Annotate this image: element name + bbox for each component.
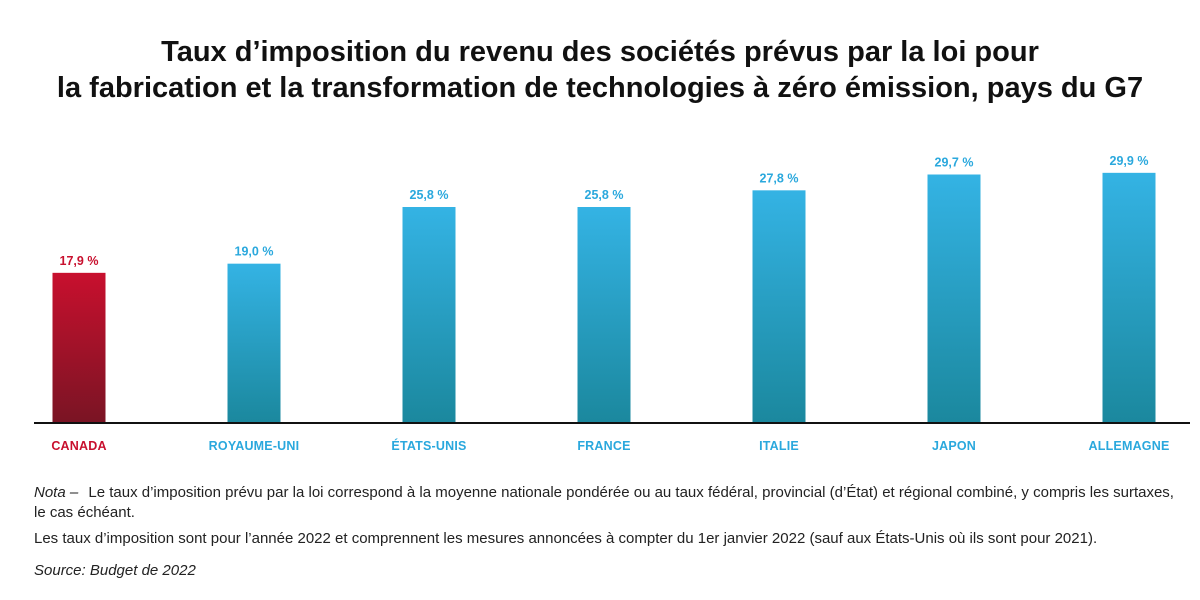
bar-chart: 17,9 % CANADA 19,0 % ROYAUME-UNI 25,8 % ÉTATS… — [34, 154, 1190, 453]
category-label-3: ÉTATS-UNIS — [391, 438, 466, 453]
notes: Nota – Le taux d’imposition prévu par la… — [34, 483, 1184, 587]
bar-4 — [577, 207, 631, 422]
data-label-3: 25,8 % — [410, 188, 449, 202]
bar-1 — [52, 272, 106, 422]
category-label-7: ALLEMAGNE — [1089, 439, 1170, 453]
nota-lead: Nota – — [34, 484, 79, 501]
category-label-4: FRANCE — [577, 439, 630, 453]
category-label-6: JAPON — [932, 439, 976, 453]
source-note: Source: Budget de 2022 — [34, 562, 196, 579]
data-label-6: 29,7 % — [935, 156, 974, 170]
category-label-1: CANADA — [51, 439, 106, 453]
bar-5 — [752, 190, 806, 422]
notes-line-2: Les taux d’imposition sont pour l’année … — [34, 530, 1098, 547]
data-label-7: 29,9 % — [1110, 154, 1149, 168]
bar-7 — [1102, 172, 1156, 422]
bar-group: 17,9 % CANADA 19,0 % ROYAUME-UNI 25,8 % ÉTATS… — [51, 154, 1169, 453]
bar-3 — [402, 207, 456, 422]
data-label-5: 27,8 % — [760, 171, 799, 185]
bar-2 — [227, 263, 281, 422]
nota-paragraph: Nota – Le taux d’imposition prévu par la… — [34, 483, 1184, 523]
bar-6 — [927, 174, 981, 422]
category-label-2: ROYAUME-UNI — [209, 439, 300, 453]
data-label-4: 25,8 % — [585, 188, 624, 202]
data-label-1: 17,9 % — [60, 254, 99, 268]
chart-title-line-2: la fabrication et la transformation de t… — [56, 72, 1144, 104]
chart-title: Taux d’imposition du revenu des sociétés… — [0, 34, 1200, 106]
category-label-5: ITALIE — [759, 439, 799, 453]
nota-text: Le taux d’imposition prévu par la loi co… — [34, 484, 1174, 521]
data-label-2: 19,0 % — [235, 245, 274, 259]
chart-title-line-1: Taux d’imposition du revenu des sociétés… — [161, 36, 1039, 68]
